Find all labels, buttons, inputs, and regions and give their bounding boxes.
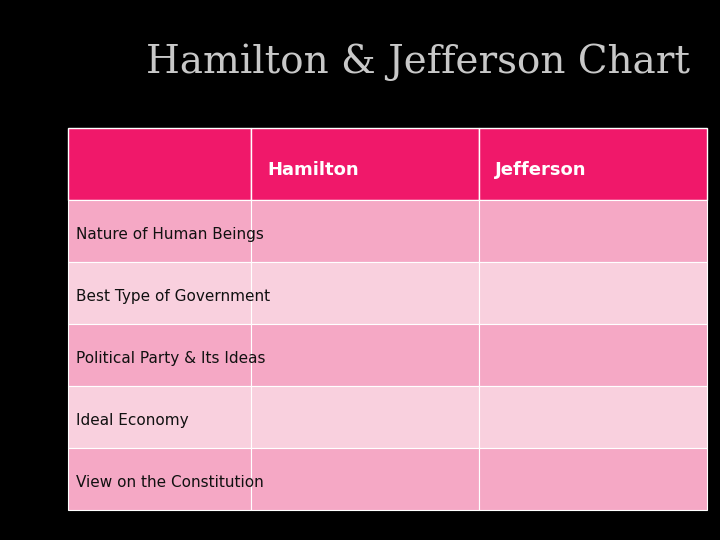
Text: Political Party & Its Ideas: Political Party & Its Ideas bbox=[76, 350, 266, 366]
Text: View on the Constitution: View on the Constitution bbox=[76, 475, 264, 490]
Text: Ideal Economy: Ideal Economy bbox=[76, 413, 189, 428]
Bar bbox=[479, 448, 707, 510]
Text: Hamilton: Hamilton bbox=[267, 161, 359, 179]
Bar bbox=[251, 324, 479, 386]
Bar bbox=[479, 262, 707, 324]
Bar bbox=[68, 448, 251, 510]
Bar bbox=[68, 200, 251, 262]
Bar bbox=[479, 200, 707, 262]
Bar bbox=[68, 324, 251, 386]
Text: Nature of Human Beings: Nature of Human Beings bbox=[76, 227, 264, 241]
Text: Jefferson: Jefferson bbox=[495, 161, 586, 179]
Bar bbox=[251, 128, 479, 200]
Bar bbox=[68, 128, 251, 200]
Bar bbox=[479, 324, 707, 386]
Bar bbox=[251, 200, 479, 262]
Bar bbox=[251, 262, 479, 324]
Bar bbox=[251, 386, 479, 448]
Bar bbox=[479, 128, 707, 200]
Bar bbox=[479, 386, 707, 448]
Bar bbox=[68, 386, 251, 448]
Text: Hamilton & Jefferson Chart: Hamilton & Jefferson Chart bbox=[145, 43, 690, 81]
Text: Best Type of Government: Best Type of Government bbox=[76, 288, 270, 303]
Bar bbox=[251, 448, 479, 510]
Bar bbox=[68, 262, 251, 324]
